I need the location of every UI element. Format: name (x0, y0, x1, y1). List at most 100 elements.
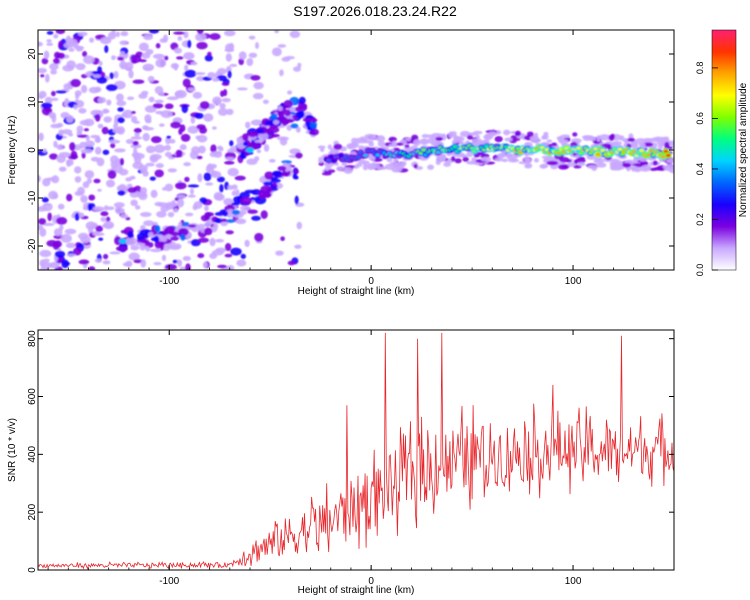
spectrogram-branch-cell (311, 116, 316, 124)
spectrogram-branch-cell (178, 227, 189, 237)
spectrogram-noise-cell (45, 107, 50, 113)
spectrogram-noise-cell (179, 144, 187, 151)
spectrogram-noise-cell (165, 203, 174, 210)
spectrogram-ridge-core (435, 150, 441, 154)
spectrogram-hotspot (256, 128, 265, 134)
spectrogram-halo-cell (377, 140, 386, 147)
spectrogram-noise-cell (159, 38, 166, 43)
spectrogram-ridge-core (649, 149, 654, 153)
spectrogram-branch-cell (220, 218, 228, 222)
spectrogram-halo-cell (336, 166, 345, 172)
spectrogram-noise-cell (224, 243, 232, 252)
spectrogram-noise-cell (172, 259, 178, 264)
spectrogram-noise-cell (251, 215, 261, 221)
colorbar-tick-label: 0.2 (695, 213, 705, 226)
spectrogram-noise-cell (105, 84, 118, 92)
spectrogram-noise-cell (113, 71, 119, 79)
spectrogram-noise-cell (55, 90, 67, 94)
spectrogram-noise-cell (212, 249, 224, 256)
spectrogram-noise-cell (184, 176, 190, 183)
spectrogram-noise-cell (229, 63, 238, 67)
spectrogram-noise-cell (271, 47, 282, 57)
spectrogram-noise-cell (53, 228, 63, 237)
spectrogram-branch-cell (239, 196, 252, 206)
spectrogram-noise-cell (131, 110, 136, 115)
spectrogram-noise-cell (174, 89, 187, 99)
spectrogram-branch-cell (213, 223, 219, 230)
spectrogram-branch-cell (256, 142, 262, 147)
spectrogram-noise-cell (228, 42, 235, 51)
spectrogram-ridge-core (593, 147, 599, 151)
spectrogram-noise-cell (78, 107, 87, 114)
spectrogram-noise-cell (250, 74, 261, 81)
spectrogram-noise-cell (263, 144, 270, 152)
spectrogram-noise-cell (224, 160, 235, 165)
spectrogram-noise-cell (103, 36, 111, 41)
spectrogram-noise-cell (130, 144, 142, 149)
spectrogram-noise-cell (94, 146, 102, 155)
snr-ytick-label: 400 (27, 446, 38, 463)
spectrogram-noise-cell (38, 67, 47, 74)
spectrogram-halo-cell (557, 164, 569, 170)
spectrogram-noise-cell (49, 153, 58, 160)
spectrogram-branch-cell (205, 212, 215, 217)
spectrogram-ridge-core (576, 146, 582, 150)
spectrogram-halo-cell (404, 144, 410, 148)
spectrogram-branch-cell (272, 182, 277, 187)
spectrogram-noise-cell (192, 91, 203, 99)
spectrogram-noise-cell (275, 250, 284, 256)
spectrogram-halo-cell (667, 163, 674, 169)
spectrogram-ridge-core (646, 153, 652, 157)
spectrogram-noise-cell (209, 33, 221, 41)
spectrogram-noise-cell (73, 247, 82, 256)
spectrogram-noise-cell (46, 177, 56, 182)
spectrogram-branch-cell (264, 171, 274, 180)
spectrogram-noise-cell (166, 96, 179, 101)
spectrogram-noise-cell (97, 123, 104, 129)
spectrogram-halo-cell (341, 162, 348, 166)
spectrogram-halo-cell (504, 137, 513, 142)
spectrogram-noise-cell (53, 140, 58, 148)
spectrogram-noise-cell (178, 128, 183, 135)
spectrogram-noise-cell (252, 92, 264, 100)
spectrogram-noise-cell (57, 203, 65, 210)
spectrogram-noise-cell (294, 195, 299, 205)
snr-ylabel: SNR (10 * v/v) (7, 418, 18, 482)
snr-xtick-label: -100 (159, 576, 179, 587)
spectrogram-noise-cell (175, 149, 183, 157)
spectrogram-ytick-label: 20 (27, 48, 38, 60)
spectrogram-noise-cell (127, 187, 138, 193)
spectrogram-noise-cell (56, 154, 66, 163)
spectrogram-halo-cell (376, 135, 386, 143)
spectrogram-noise-cell (160, 110, 173, 119)
spectrogram-noise-cell (184, 69, 197, 78)
spectrogram-halo-cell (344, 165, 356, 169)
spectrogram-branch-cell (226, 219, 235, 223)
spectrogram-noise-cell (134, 205, 141, 210)
spectrogram-noise-cell (103, 109, 110, 114)
spectrogram-ridge-core (665, 153, 671, 157)
spectrogram-noise-cell (177, 36, 183, 41)
spectrogram-halo-cell (328, 150, 338, 155)
spectrogram-halo-cell (368, 162, 380, 169)
spectrogram-noise-cell (153, 144, 166, 154)
spectrogram-noise-cell (46, 42, 54, 46)
spectrogram-noise-cell (54, 250, 66, 258)
spectrogram-noise-cell (268, 158, 276, 163)
snr-xtick-label: 100 (565, 576, 582, 587)
spectrogram-noise-cell (176, 198, 185, 208)
spectrogram-noise-cell (106, 99, 112, 106)
spectrogram-halo-cell (333, 143, 343, 150)
spectrogram-noise-cell (39, 249, 52, 258)
spectrogram-blobs (38, 30, 674, 270)
spectrogram-halo-cell (376, 166, 388, 170)
spectrogram-noise-cell (107, 170, 117, 179)
spectrogram-noise-cell (80, 236, 91, 244)
snr-xtick-label: 0 (368, 576, 374, 587)
spectrogram-noise-cell (125, 177, 132, 182)
spectrogram-noise-cell (38, 41, 44, 47)
spectrogram-ylabel: Frequency (Hz) (7, 116, 18, 185)
spectrogram-noise-cell (116, 126, 126, 135)
spectrogram-noise-cell (119, 40, 129, 46)
spectrogram-noise-cell (189, 150, 199, 160)
